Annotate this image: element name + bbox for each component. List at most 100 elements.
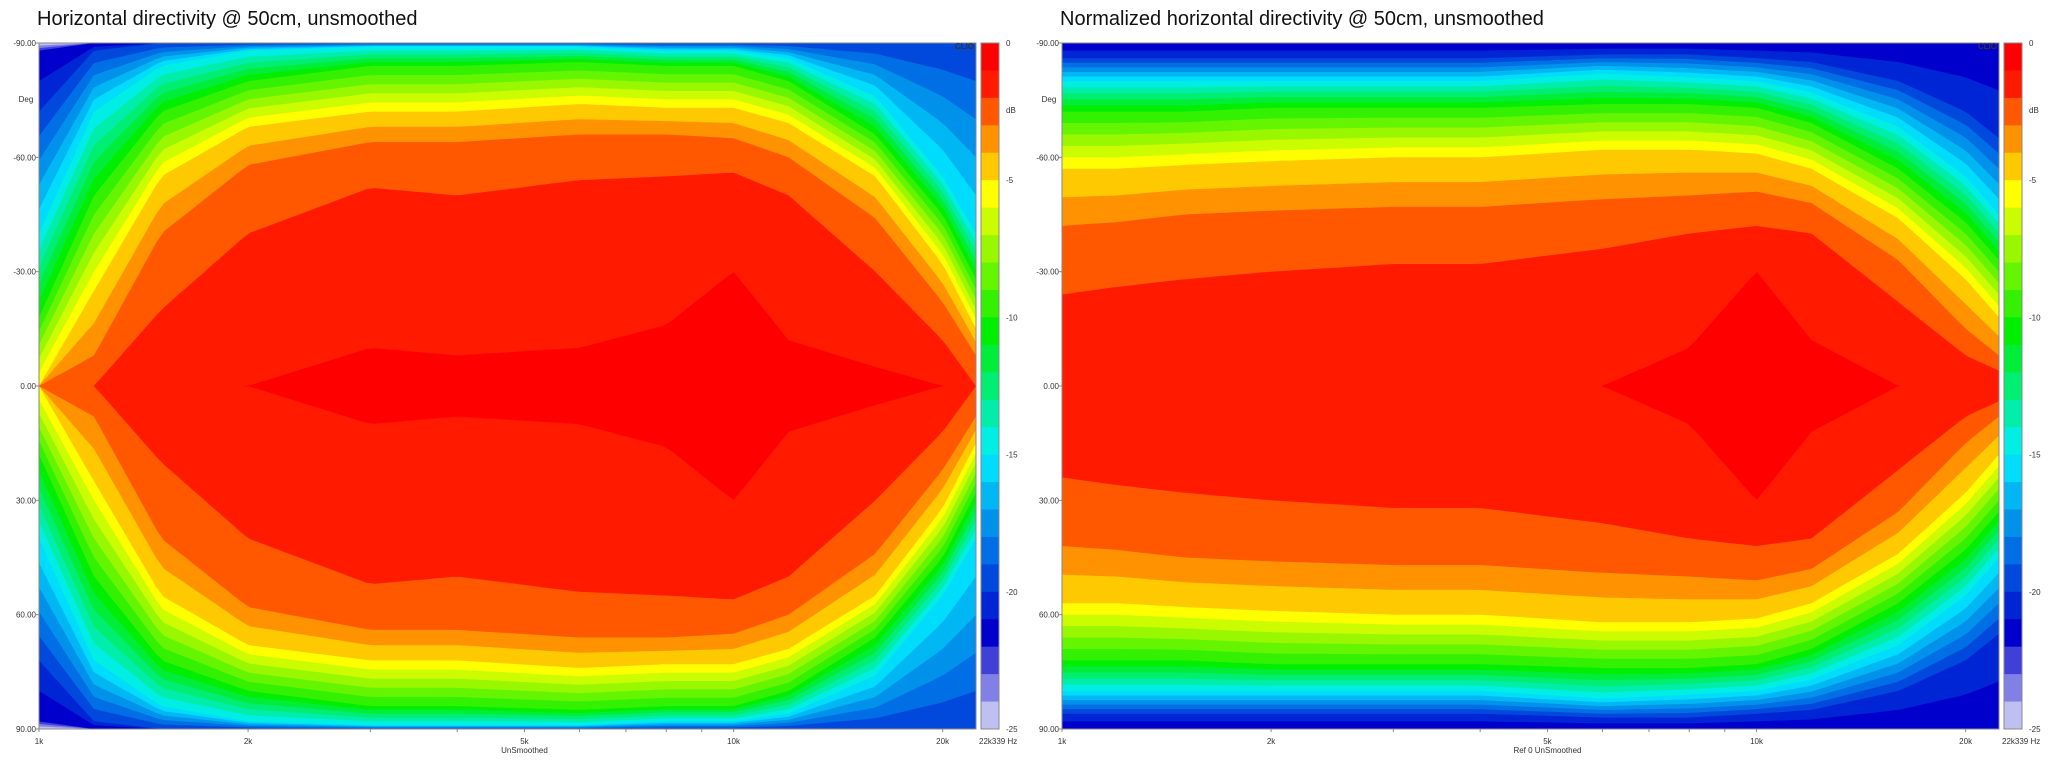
colorbar-step — [981, 591, 999, 620]
y-tick-label: -90.00 — [1036, 39, 1059, 48]
y-tick-label: 0.00 — [1043, 382, 1059, 391]
colorbar-tick-label: -25 — [1006, 725, 1018, 734]
colorbar-step — [981, 235, 999, 264]
colorbar-step — [2004, 591, 2022, 620]
colorbar-step — [981, 509, 999, 538]
colorbar-step — [2004, 152, 2022, 181]
x-tick-label: 1k — [35, 737, 44, 746]
y-axis-label: Deg — [1042, 95, 1057, 104]
y-tick-label: 0.00 — [20, 382, 36, 391]
colorbar-tick-label: -5 — [2029, 176, 2037, 185]
heatmap-area — [1062, 43, 1999, 729]
colorbar-tick-label: -15 — [2029, 451, 2041, 460]
colorbar-tick-label: -20 — [2029, 588, 2041, 597]
colorbar-step — [981, 564, 999, 593]
colorbar-step — [2004, 646, 2022, 675]
colorbar-step — [981, 372, 999, 401]
colorbar-step — [981, 207, 999, 236]
colorbar-step — [2004, 674, 2022, 703]
x-tick-label: 2k — [1267, 737, 1276, 746]
colorbar-step — [2004, 262, 2022, 291]
colorbar-step — [2004, 509, 2022, 538]
colorbar-tick-label: -10 — [2029, 313, 2041, 322]
brand-logo: CLIO — [1978, 42, 1997, 51]
colorbar-step — [2004, 125, 2022, 154]
colorbar-step — [2004, 235, 2022, 264]
y-tick-label: -30.00 — [1036, 268, 1059, 277]
colorbar-step — [2004, 427, 2022, 456]
y-tick-label: -60.00 — [1036, 153, 1059, 162]
x-tick-label: 5k — [1543, 737, 1552, 746]
right-chart-panel: Normalized horizontal directivity @ 50cm… — [1023, 0, 2043, 768]
left-chart-panel: Horizontal directivity @ 50cm, unsmoothe… — [0, 0, 1020, 768]
x-tick-label: 1k — [1058, 737, 1067, 746]
colorbar-step — [2004, 619, 2022, 648]
chart-title: Normalized horizontal directivity @ 50cm… — [1060, 8, 1544, 30]
colorbar-step — [2004, 317, 2022, 346]
x-tick-label: 2k — [244, 737, 253, 746]
colorbar-step — [2004, 289, 2022, 318]
colorbar-step — [981, 289, 999, 318]
colorbar-step — [2004, 564, 2022, 593]
y-tick-label: -60.00 — [13, 153, 36, 162]
x-axis-label: UnSmoothed — [501, 746, 548, 755]
colorbar-step — [2004, 482, 2022, 510]
x-tick-label: 10k — [727, 737, 741, 746]
colorbar-step — [981, 454, 999, 483]
x-tick-label: 5k — [520, 737, 529, 746]
y-tick-label: 60.00 — [16, 611, 37, 620]
y-tick-label: 90.00 — [1039, 725, 1060, 734]
colorbar-step — [981, 262, 999, 291]
heatmap-area — [39, 43, 976, 729]
colorbar-step — [981, 97, 999, 126]
colorbar-step — [2004, 180, 2022, 209]
colorbar-step — [981, 180, 999, 209]
colorbar-unit: dB — [1006, 106, 1016, 115]
x-tick-label: 20k — [936, 737, 950, 746]
colorbar-tick-label: -10 — [1006, 313, 1018, 322]
colorbar-step — [2004, 372, 2022, 401]
brand-logo: CLIO — [955, 42, 974, 51]
y-axis-label: Deg — [19, 95, 34, 104]
colorbar-step — [981, 427, 999, 456]
colorbar-step — [981, 701, 999, 730]
colorbar-unit: dB — [2029, 106, 2039, 115]
colorbar-tick-label: -25 — [2029, 725, 2041, 734]
colorbar-tick-label: -15 — [1006, 451, 1018, 460]
colorbar-tick-label: -20 — [1006, 588, 1018, 597]
y-tick-label: 60.00 — [1039, 611, 1060, 620]
y-tick-label: -30.00 — [13, 268, 36, 277]
colorbar-step — [981, 344, 999, 373]
colorbar-tick-label: -5 — [1006, 176, 1014, 185]
chart-title: Horizontal directivity @ 50cm, unsmoothe… — [37, 8, 418, 30]
y-tick-label: 30.00 — [1039, 496, 1060, 505]
colorbar-step — [981, 317, 999, 346]
colorbar-step — [981, 482, 999, 510]
heatmap-svg: -90.00 -60.00 -30.00 0.00 30.00 60.00 90.00 Deg… — [13, 39, 1018, 755]
colorbar-tick-label: 0 — [1006, 39, 1011, 48]
colorbar-step — [2004, 43, 2022, 71]
colorbar-frame — [2003, 42, 2023, 730]
heatmap-svg: -90.00 -60.00 -30.00 0.00 30.00 60.00 90.00 Deg… — [1036, 39, 2041, 755]
colorbar-step — [981, 70, 999, 99]
colorbar-step — [981, 619, 999, 648]
x-tick-label: 22k339 Hz — [2002, 737, 2040, 746]
colorbar-step — [2004, 97, 2022, 126]
colorbar-step — [981, 152, 999, 181]
colorbar-tick-label: 0 — [2029, 39, 2034, 48]
colorbar-step — [981, 125, 999, 154]
colorbar-step — [2004, 207, 2022, 236]
colorbar-step — [981, 536, 999, 565]
x-tick-label: 10k — [1750, 737, 1764, 746]
colorbar-step — [981, 646, 999, 675]
y-tick-label: 90.00 — [16, 725, 37, 734]
colorbar-step — [2004, 70, 2022, 99]
colorbar-step — [2004, 399, 2022, 428]
contour-band — [1062, 272, 1999, 500]
colorbar-frame — [980, 42, 1000, 730]
colorbar-step — [2004, 344, 2022, 373]
colorbar-step — [2004, 701, 2022, 730]
x-tick-label: 20k — [1959, 737, 1973, 746]
colorbar-step — [981, 674, 999, 703]
colorbar-step — [981, 43, 999, 71]
